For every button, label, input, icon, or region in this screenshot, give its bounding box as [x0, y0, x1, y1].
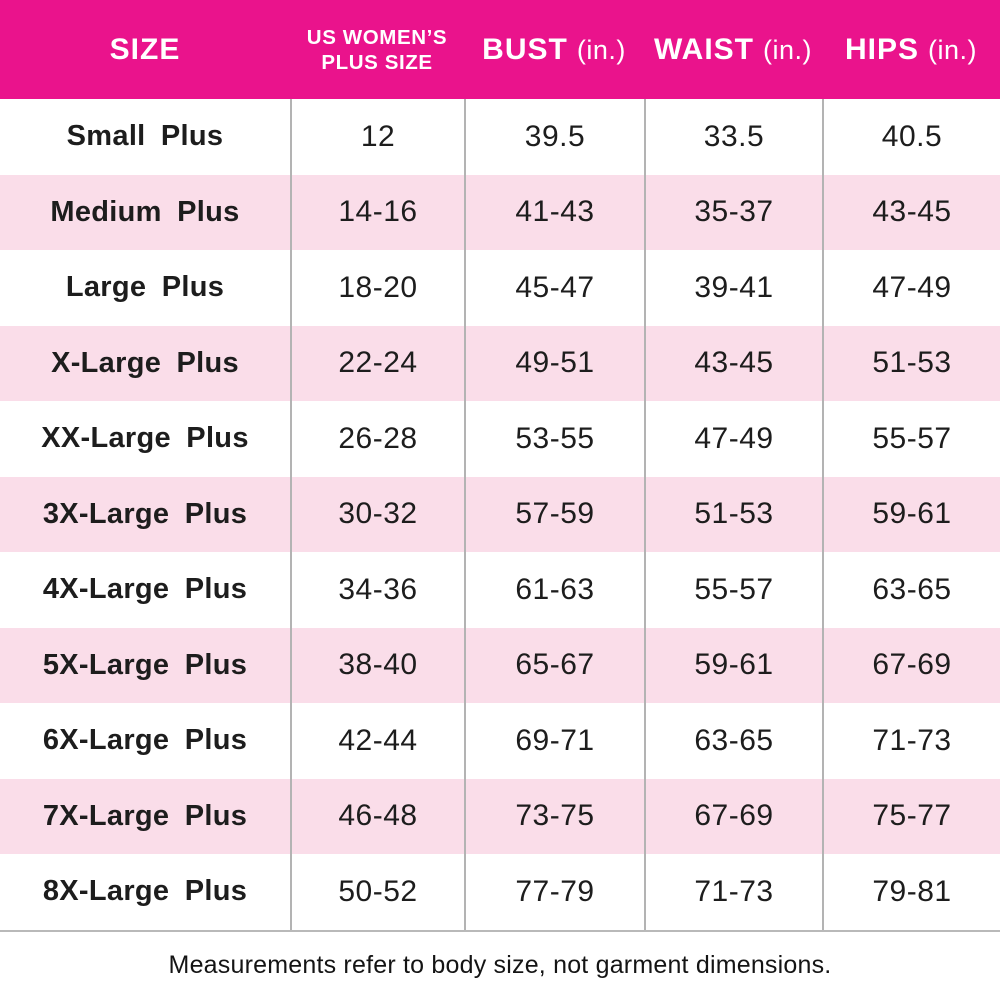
cell-bust: 69-71 — [464, 703, 644, 779]
cell-hips: 47-49 — [822, 250, 1000, 326]
cell-waist: 35-37 — [644, 174, 822, 250]
cell-size: 7X-Large Plus — [42, 799, 248, 832]
cell-us-plus-size: 14-16 — [290, 174, 464, 250]
cell-bust: 53-55 — [464, 401, 644, 477]
cell-size: 3X-Large Plus — [42, 497, 248, 530]
cell-hips: 40.5 — [822, 99, 1000, 175]
cell-size: X-Large Plus — [51, 346, 239, 379]
header-bust-label: BUST — [482, 32, 568, 66]
cell-size: XX-Large Plus — [41, 422, 249, 455]
header-cell-bust: BUST (in.) — [464, 0, 644, 99]
table-row: Small Plus 12 39.5 33.5 40.5 — [0, 99, 1000, 175]
table-row: Medium Plus 14-16 41-43 35-37 43-45 — [0, 174, 1000, 250]
cell-bust: 49-51 — [464, 325, 644, 401]
table-row: X-Large Plus 22-24 49-51 43-45 51-53 — [0, 325, 1000, 401]
cell-us-plus-size: 30-32 — [290, 476, 464, 552]
cell-us-plus-size: 26-28 — [290, 401, 464, 477]
cell-waist: 39-41 — [644, 250, 822, 326]
cell-hips: 63-65 — [822, 552, 1000, 628]
cell-hips: 71-73 — [822, 703, 1000, 779]
cell-us-plus-size: 38-40 — [290, 627, 464, 703]
cell-hips: 79-81 — [822, 854, 1000, 930]
cell-bust: 45-47 — [464, 250, 644, 326]
table-row: 5X-Large Plus 38-40 65-67 59-61 67-69 — [0, 627, 1000, 703]
cell-size: Medium Plus — [50, 195, 240, 228]
cell-us-plus-size: 42-44 — [290, 703, 464, 779]
table-row: 3X-Large Plus 30-32 57-59 51-53 59-61 — [0, 476, 1000, 552]
header-cell-hips: HIPS (in.) — [822, 0, 1000, 99]
header-waist-label: WAIST — [654, 32, 754, 66]
cell-bust: 73-75 — [464, 778, 644, 854]
table-row: 8X-Large Plus 50-52 77-79 71-73 79-81 — [0, 854, 1000, 930]
cell-us-plus-size: 34-36 — [290, 552, 464, 628]
cell-bust: 65-67 — [464, 627, 644, 703]
cell-size: 8X-Large Plus — [42, 875, 248, 908]
table-row: Large Plus 18-20 45-47 39-41 47-49 — [0, 250, 1000, 326]
cell-waist: 71-73 — [644, 854, 822, 930]
cell-size: Small Plus — [66, 120, 224, 153]
table-header-row: SIZE US WOMEN’S PLUS SIZE BUST (in.) WAI… — [0, 0, 1000, 99]
cell-waist: 43-45 — [644, 325, 822, 401]
cell-hips: 67-69 — [822, 627, 1000, 703]
header-cell-us-plus-size: US WOMEN’S PLUS SIZE — [290, 0, 464, 99]
header-cell-waist: WAIST (in.) — [644, 0, 822, 99]
header-hips-unit: (in.) — [928, 34, 978, 65]
header-size-label: SIZE — [109, 32, 181, 66]
cell-waist: 67-69 — [644, 778, 822, 854]
cell-hips: 59-61 — [822, 476, 1000, 552]
cell-size: 5X-Large Plus — [42, 648, 248, 681]
cell-us-plus-size: 18-20 — [290, 250, 464, 326]
footnote: Measurements refer to body size, not gar… — [168, 951, 832, 980]
cell-bust: 61-63 — [464, 552, 644, 628]
cell-size: 4X-Large Plus — [42, 573, 248, 606]
cell-bust: 57-59 — [464, 476, 644, 552]
header-plus-size-line2: PLUS SIZE — [321, 50, 433, 74]
cell-waist: 63-65 — [644, 703, 822, 779]
cell-us-plus-size: 50-52 — [290, 854, 464, 930]
table-body: Small Plus 12 39.5 33.5 40.5 Medium Plus… — [0, 99, 1000, 932]
cell-hips: 51-53 — [822, 325, 1000, 401]
cell-waist: 33.5 — [644, 99, 822, 175]
cell-waist: 51-53 — [644, 476, 822, 552]
table-row: XX-Large Plus 26-28 53-55 47-49 55-57 — [0, 401, 1000, 477]
cell-bust: 39.5 — [464, 99, 644, 175]
cell-size: Large Plus — [65, 271, 225, 304]
cell-hips: 75-77 — [822, 778, 1000, 854]
cell-waist: 47-49 — [644, 401, 822, 477]
cell-hips: 43-45 — [822, 174, 1000, 250]
table-row: 7X-Large Plus 46-48 73-75 67-69 75-77 — [0, 778, 1000, 854]
cell-bust: 41-43 — [464, 174, 644, 250]
header-waist-unit: (in.) — [763, 34, 812, 65]
cell-us-plus-size: 22-24 — [290, 325, 464, 401]
cell-waist: 55-57 — [644, 552, 822, 628]
cell-hips: 55-57 — [822, 401, 1000, 477]
cell-us-plus-size: 46-48 — [290, 778, 464, 854]
header-bust-unit: (in.) — [576, 34, 626, 65]
table-row: 6X-Large Plus 42-44 69-71 63-65 71-73 — [0, 703, 1000, 779]
cell-bust: 77-79 — [464, 854, 644, 930]
cell-us-plus-size: 12 — [290, 99, 464, 175]
header-hips-label: HIPS — [844, 32, 920, 66]
cell-size: 6X-Large Plus — [42, 724, 248, 757]
header-cell-size: SIZE — [0, 0, 290, 99]
table-row: 4X-Large Plus 34-36 61-63 55-57 63-65 — [0, 552, 1000, 628]
cell-waist: 59-61 — [644, 627, 822, 703]
header-plus-size-line1: US WOMEN’S — [306, 25, 448, 49]
